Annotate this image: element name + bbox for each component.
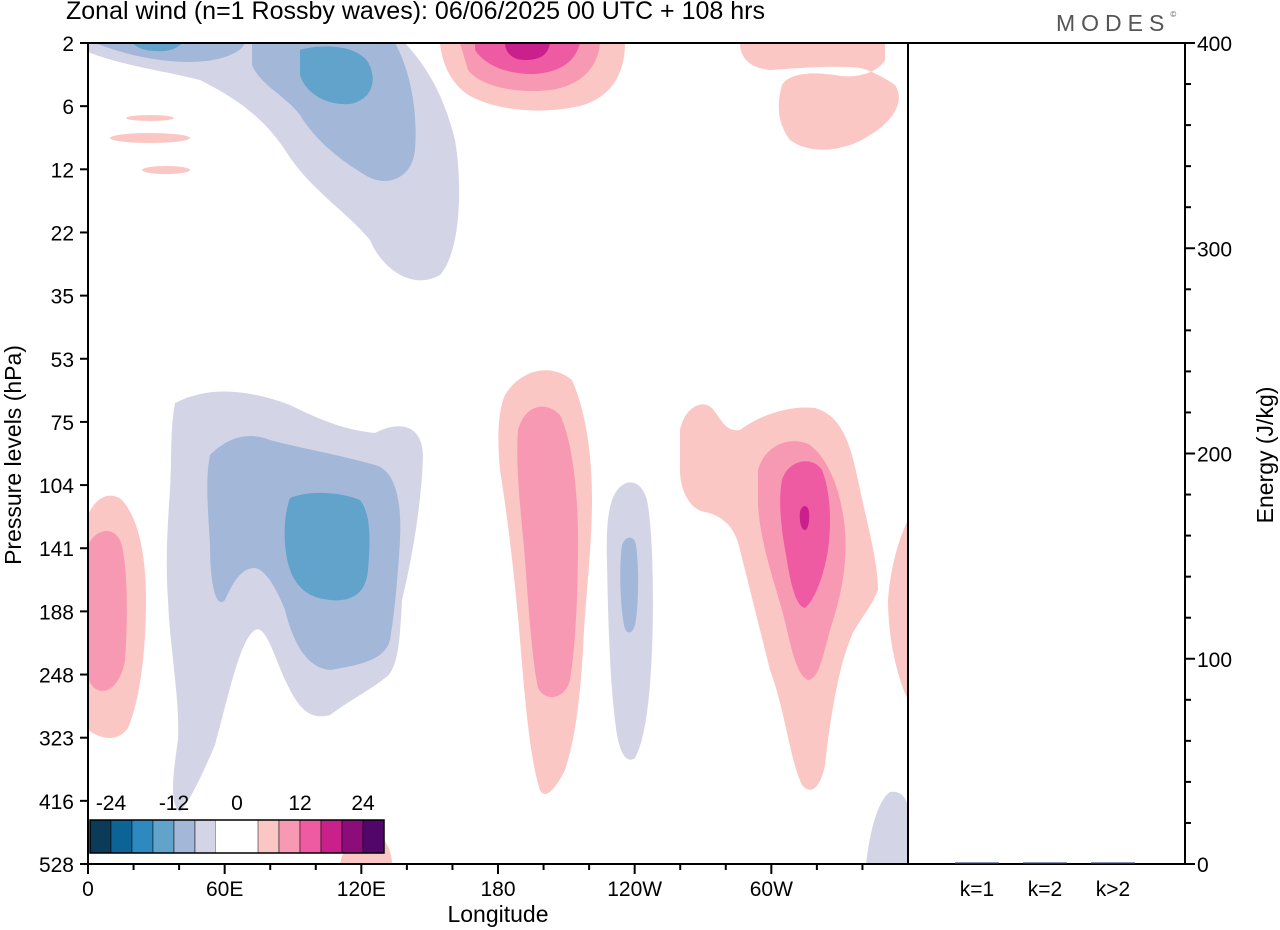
energy-bar (1023, 862, 1067, 864)
colorbar-label: 0 (231, 792, 243, 815)
y-tick-label: 53 (51, 349, 74, 372)
y-tick-label: 35 (51, 286, 74, 309)
contour-pos-right-3 (780, 461, 830, 608)
colorbar-label: 24 (351, 792, 375, 815)
contour-pos-strat-4 (505, 43, 550, 60)
bar-category-label: k=1 (960, 878, 994, 901)
y-axis-title-right: Energy (J/kg) (1252, 387, 1278, 524)
logo-text: MODES (1056, 10, 1171, 36)
x-tick-label: 0 (82, 878, 94, 901)
y-tick-label: 2 (62, 33, 74, 56)
colorbar-swatch (320, 819, 343, 854)
colorbar-label: -24 (96, 792, 127, 815)
contour-neg-strat-3b (132, 43, 182, 52)
chart-title: Zonal wind (n=1 Rossby waves): 06/06/202… (66, 0, 765, 25)
colorbar-swatch (89, 819, 112, 854)
colorbar-swatch (341, 819, 364, 854)
contour-pos-small-3 (142, 166, 190, 174)
energy-tick-label: 100 (1197, 649, 1232, 672)
x-tick-label: 120E (337, 878, 386, 901)
y-tick-label: 6 (62, 96, 74, 119)
colorbar-label: -12 (159, 792, 189, 815)
y-tick-label: 528 (39, 854, 74, 877)
colorbar-swatch (110, 819, 133, 854)
y-axis-title-left: Pressure levels (hPa) (0, 345, 26, 565)
x-tick-label: 60W (750, 878, 793, 901)
energy-tick-label: 300 (1197, 238, 1232, 261)
x-axis-longitude: 0 60E 120E 180 120W 60W (82, 864, 864, 901)
colorbar-frame (89, 819, 385, 854)
contour-neg-strat-2 (252, 43, 416, 182)
bar-category-label: k>2 (1096, 878, 1130, 901)
energy-tick-label: 200 (1197, 444, 1232, 467)
logo-mark: © (1170, 10, 1177, 19)
contour-neg-center-right-2 (620, 537, 639, 633)
colorbar-swatch (173, 819, 196, 854)
colorbar: -24 -12 0 12 24 (89, 792, 385, 854)
y-tick-label: 141 (39, 538, 74, 561)
colorbar-swatch (216, 820, 237, 853)
x-tick-label: 180 (480, 878, 515, 901)
modes-logo: MODES© (1056, 10, 1176, 37)
x-tick-label: 60E (206, 878, 243, 901)
bar-category-label: k=2 (1028, 878, 1062, 901)
colorbar-swatch (257, 819, 280, 854)
contour-pos-left-2 (88, 530, 127, 691)
x-axis-title: Longitude (447, 901, 548, 927)
y-tick-label: 75 (51, 412, 74, 435)
y-tick-label: 188 (39, 601, 74, 624)
energy-bar (955, 862, 999, 864)
contour-pos-small-1 (126, 115, 174, 121)
contour-neg-trop-3 (284, 492, 370, 601)
colorbar-swatch (362, 819, 385, 854)
contour-pos-small-2 (110, 133, 190, 143)
contour-pos-center-2 (517, 406, 578, 698)
y-tick-label: 248 (39, 665, 74, 688)
colorbar-swatch (278, 819, 301, 854)
y-axis-pressure: 2 6 12 22 35 53 75 104 141 188 248 323 416 528 (39, 33, 88, 877)
energy-tick-label: 400 (1197, 33, 1232, 56)
y-tick-label: 22 (51, 222, 74, 245)
contour-neg-strat-3 (300, 46, 373, 105)
y-tick-label: 12 (51, 159, 74, 182)
energy-tick-label: 0 (1197, 854, 1209, 877)
contour-neg-strat-2b (95, 43, 245, 62)
y-tick-label: 416 (39, 791, 74, 814)
colorbar-swatch (152, 819, 175, 854)
contour-neg-bottom-right (866, 791, 908, 864)
contour-field (88, 43, 908, 864)
colorbar-swatch (131, 819, 154, 854)
y-tick-label: 104 (39, 475, 74, 498)
bar-panel-frame (907, 42, 1186, 865)
x-tick-label: 120W (607, 878, 662, 901)
y-axis-energy: 0 100 200 300 400 (1185, 33, 1232, 877)
contour-pos-right-1b (888, 520, 908, 700)
colorbar-label: 12 (288, 792, 311, 815)
contour-pos-right-4 (799, 506, 810, 530)
energy-bars: k=1 k=2 k>2 (955, 862, 1135, 901)
colorbar-swatch (194, 819, 217, 854)
colorbar-swatch (237, 820, 258, 853)
y-tick-label: 323 (39, 728, 74, 751)
colorbar-swatch (299, 819, 322, 854)
contour-pos-strat-right (740, 43, 899, 150)
energy-bar (1091, 862, 1135, 864)
